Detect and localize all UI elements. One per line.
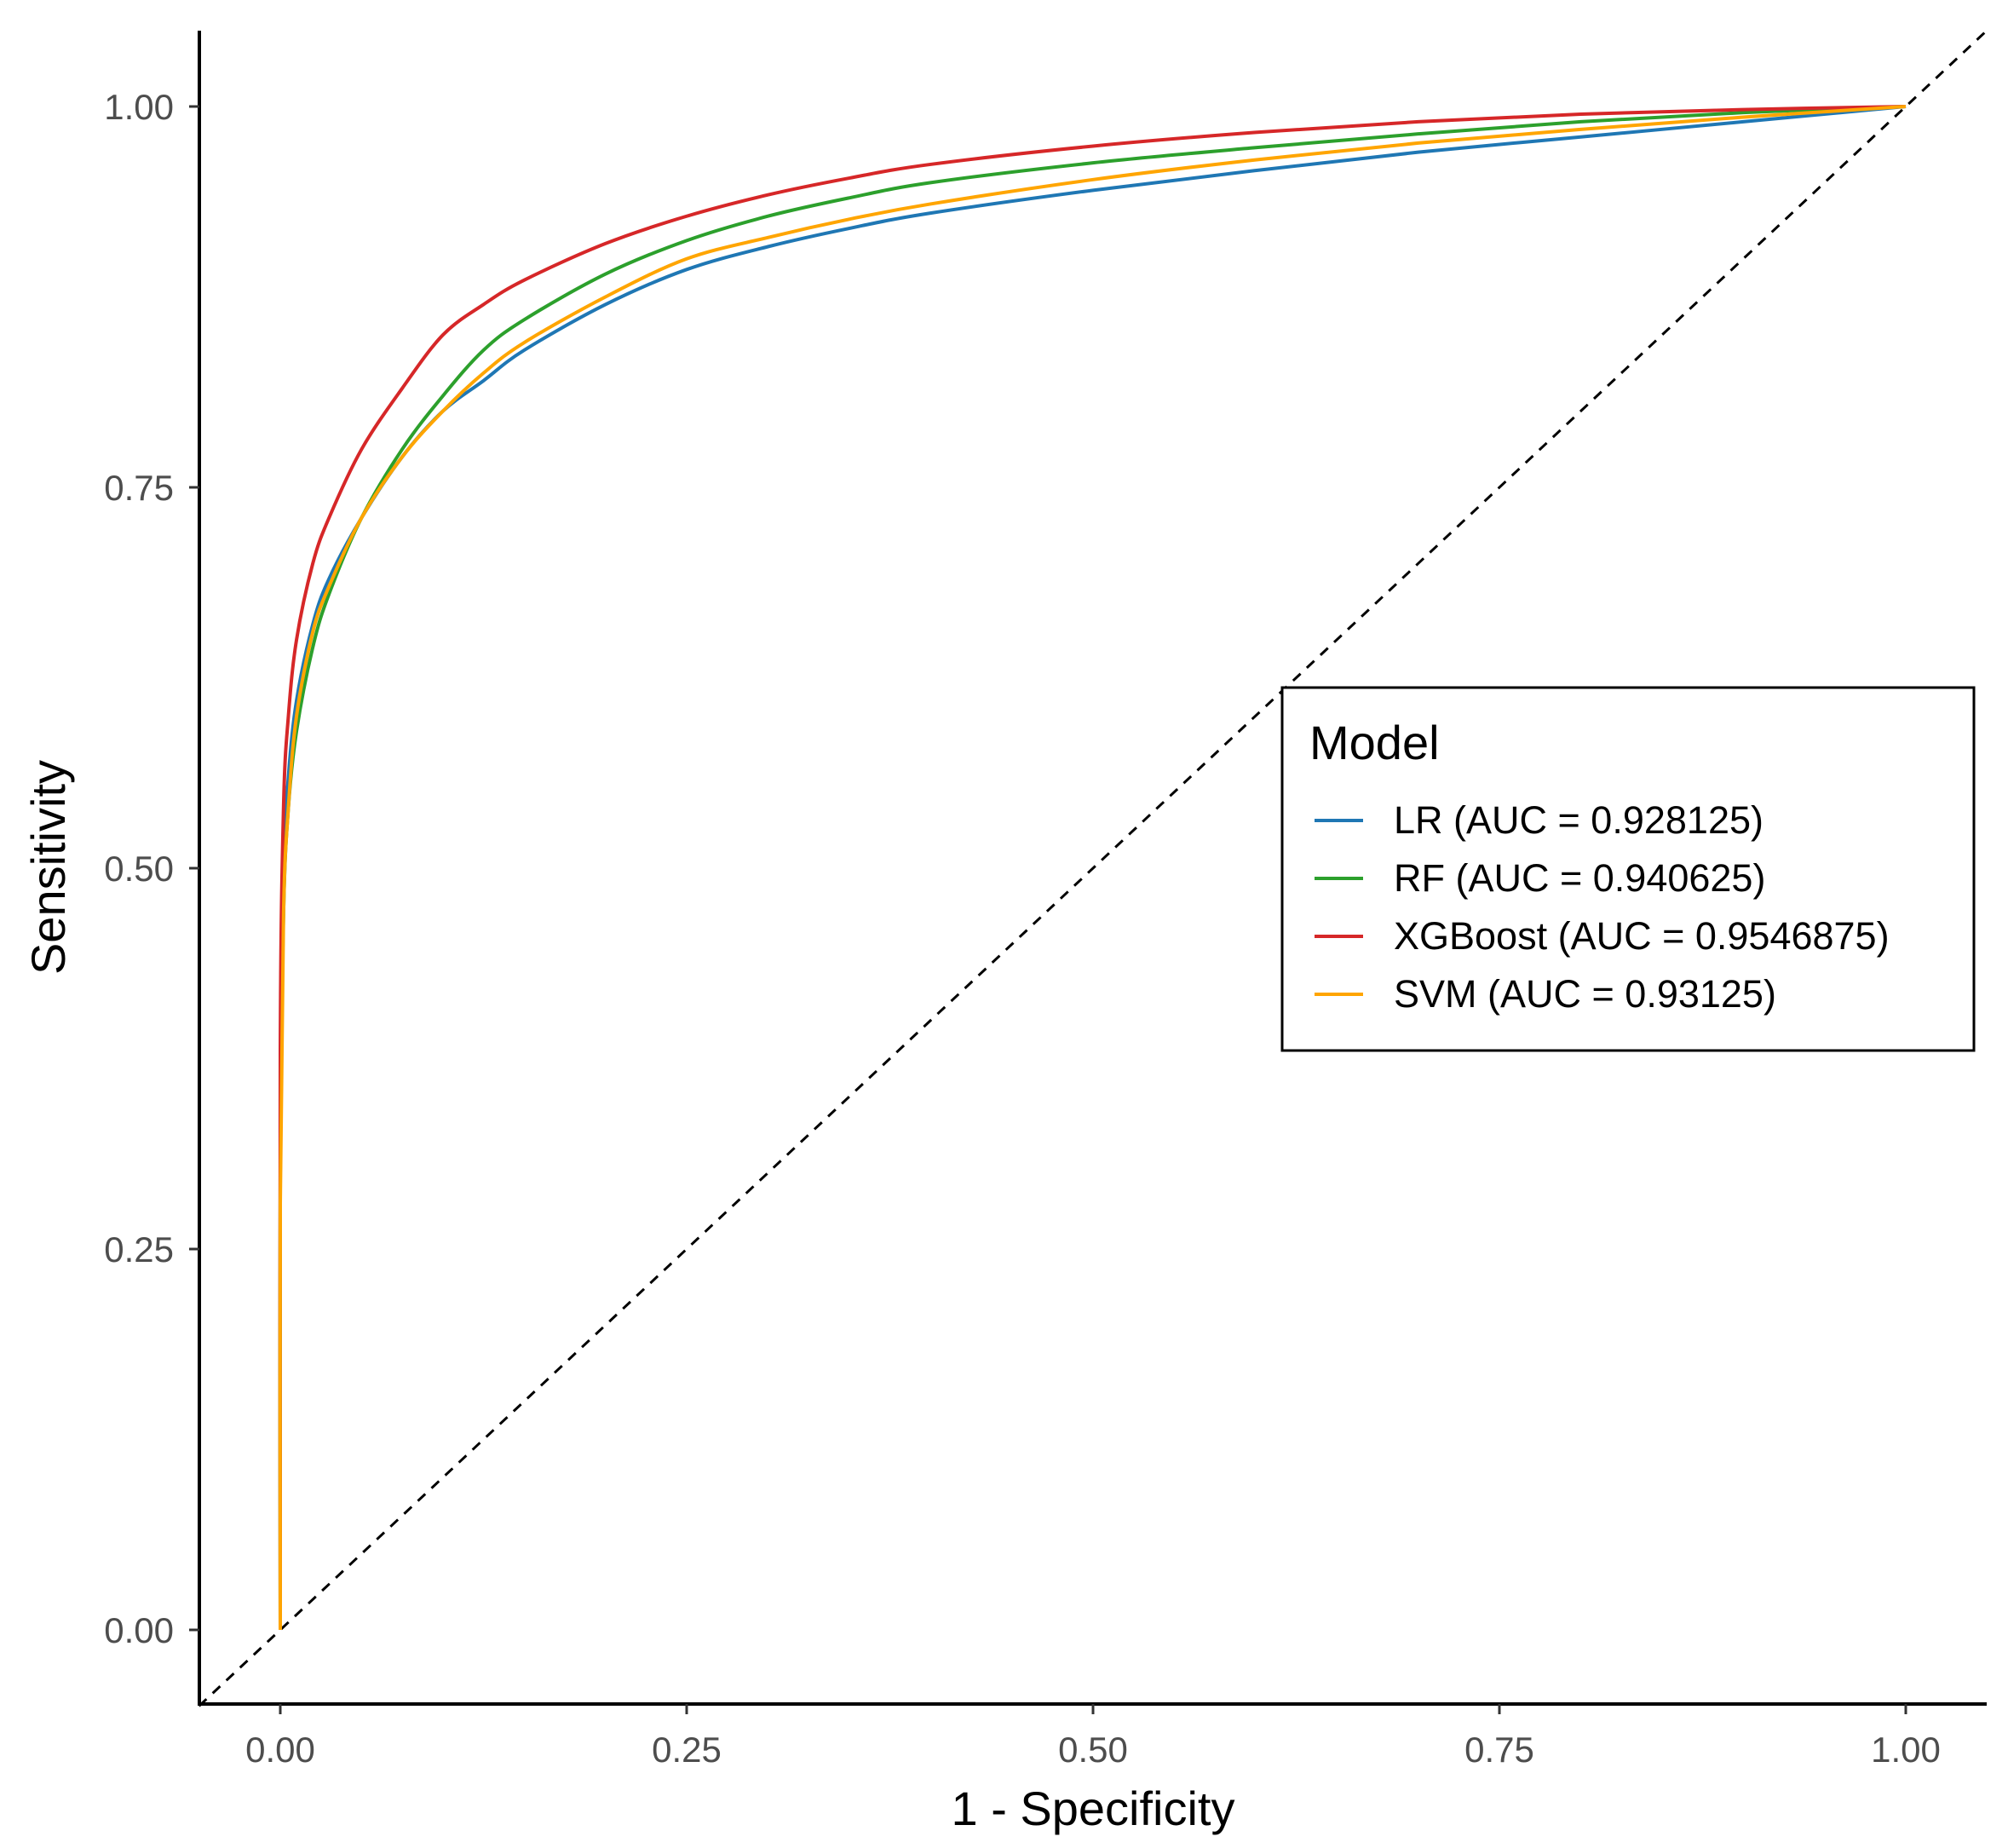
roc-curve-svm [278,105,1907,1631]
y-tick-label-1: 0.25 [104,1229,174,1269]
y-tick-label-3: 0.75 [104,468,174,508]
reference-diagonal-line [198,29,1988,1707]
legend-label-svm: SVM (AUC = 0.93125) [1394,972,1776,1016]
y-tick-label-0: 0.00 [104,1610,174,1650]
roc-curve-xgboost [278,105,1907,1631]
plot-area [198,29,1988,1707]
x-tick-label-4: 1.00 [1871,1730,1941,1770]
x-axis-title: 1 - Specificity [952,1782,1235,1835]
x-tick-label-3: 0.75 [1464,1730,1534,1770]
y-tick-label-2: 0.50 [104,849,174,889]
y-axis-title: Sensitivity [21,760,75,975]
legend-label-xgboost: XGBoost (AUC = 0.9546875) [1394,914,1890,958]
x-tick-label-1: 0.25 [652,1730,722,1770]
legend-title: Model [1309,716,1440,769]
y-tick-label-4: 1.00 [104,87,174,127]
legend-label-lr: LR (AUC = 0.928125) [1394,798,1763,842]
axes: 0.00 0.25 0.50 0.75 1.00 0.00 0.25 0.50 … [21,31,1987,1835]
x-tick-label-0: 0.00 [245,1730,315,1770]
tick-marks [189,105,1907,1714]
legend-box [1280,686,1976,1052]
x-tick-label-2: 0.50 [1058,1730,1128,1770]
legend-label-rf: RF (AUC = 0.940625) [1394,856,1765,900]
legend: Model LR (AUC = 0.928125) RF (AUC = 0.94… [1280,686,1976,1052]
